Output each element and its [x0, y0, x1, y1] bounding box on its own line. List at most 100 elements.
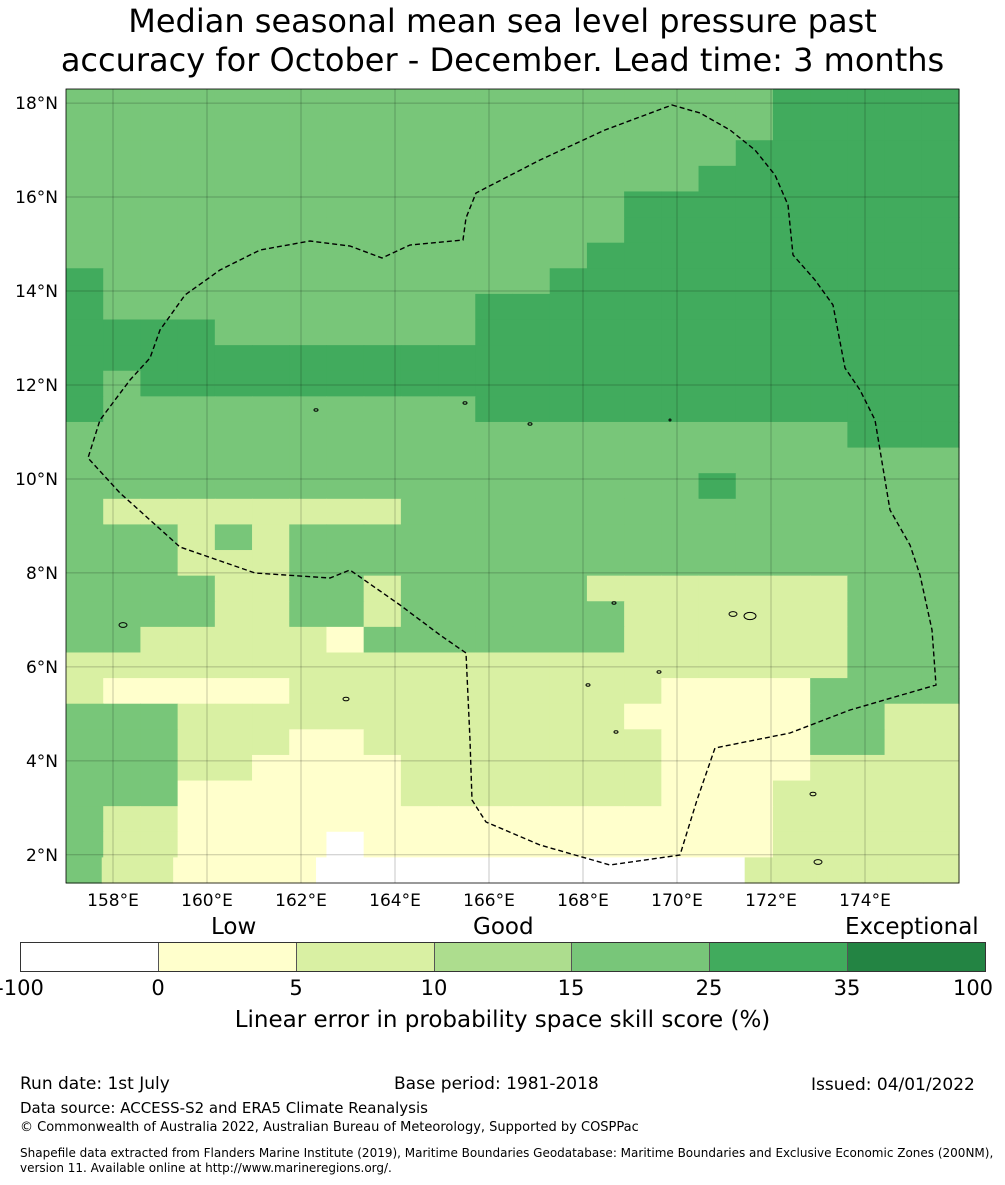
skill-cell: [252, 601, 290, 628]
skill-cell: [214, 780, 253, 807]
skill-cell: [177, 780, 216, 807]
skill-cell: [177, 319, 216, 346]
skill-cell: [847, 447, 886, 474]
skill-cell: [475, 89, 514, 116]
skill-cell: [326, 831, 365, 858]
skill-cell: [586, 703, 625, 730]
skill-cell: [586, 114, 625, 141]
skill-cell: [921, 831, 960, 858]
skill-cell: [847, 626, 886, 654]
skill-cell: [400, 396, 439, 423]
skill-cell: [103, 601, 142, 628]
skill-cell: [512, 498, 551, 526]
colorbar-label: Linear error in probability space skill …: [234, 1007, 771, 1033]
skill-cell: [214, 242, 253, 269]
skill-cell: [252, 806, 290, 833]
skill-cell: [438, 191, 476, 218]
skill-cell: [586, 140, 625, 167]
map-title: Median seasonal mean sea level pressure …: [0, 2, 1005, 80]
skill-cell: [140, 421, 179, 449]
legend-category-good: Good: [473, 914, 534, 940]
skill-cell: [400, 191, 439, 218]
skill-cell: [772, 140, 811, 167]
skill-cell: [363, 421, 402, 449]
skill-cell: [214, 678, 253, 705]
skill-cell: [400, 319, 439, 346]
skill-cell: [735, 165, 774, 193]
skill-cell: [661, 421, 700, 449]
skill-cell: [637, 857, 674, 884]
skill-cell: [66, 140, 104, 167]
skill-cell: [173, 857, 210, 884]
skill-cell: [475, 678, 514, 705]
skill-cell: [810, 550, 848, 577]
skill-cell: [772, 396, 811, 423]
skill-cell: [772, 729, 811, 756]
skill-cell: [698, 293, 737, 321]
colorbar-segment: [158, 943, 297, 971]
skill-cell: [400, 293, 439, 321]
skill-cell: [252, 268, 290, 295]
colorbar-segment: [572, 943, 711, 971]
skill-cell: [363, 165, 402, 193]
skill-cell: [735, 550, 774, 577]
skill-cell: [140, 345, 179, 372]
skill-cell: [289, 831, 328, 858]
skill-cell: [586, 831, 625, 858]
island-outline: [613, 730, 619, 734]
skill-cell: [214, 191, 253, 218]
skill-cell: [400, 421, 439, 449]
skill-cell: [363, 447, 402, 474]
skill-cell: [810, 678, 848, 705]
skill-cell: [140, 575, 179, 602]
skill-cell: [735, 473, 774, 500]
skill-cell: [772, 89, 811, 116]
skill-cell: [177, 114, 216, 141]
skill-cell: [326, 575, 365, 602]
skill-cell: [103, 217, 142, 244]
skill-cell: [744, 857, 781, 884]
skill-cell: [661, 678, 700, 705]
skill-cell: [586, 89, 625, 116]
skill-cell: [475, 780, 514, 807]
skill-cell: [438, 754, 476, 782]
island-outlines: [118, 401, 823, 865]
skill-cell: [549, 729, 588, 756]
skill-cell: [140, 191, 179, 218]
skill-cell: [549, 754, 588, 782]
skill-cell: [624, 191, 662, 218]
skill-cell: [289, 754, 328, 782]
skill-cell: [252, 831, 290, 858]
skill-cell: [512, 421, 551, 449]
skill-cell: [549, 421, 588, 449]
skill-cell: [101, 857, 139, 884]
skill-cell: [772, 498, 811, 526]
skill-cell: [252, 165, 290, 193]
colorbar-segment: [848, 943, 986, 971]
skill-cell: [624, 652, 662, 679]
colorbar-segment: [296, 943, 435, 971]
skill-cell: [884, 473, 923, 500]
skill-cell: [103, 268, 142, 295]
skill-cell: [103, 626, 142, 654]
skill-cell: [512, 242, 551, 269]
skill-cell: [103, 678, 142, 705]
skill-cell: [586, 370, 625, 397]
skill-cell: [289, 140, 328, 167]
skill-cell: [140, 729, 179, 756]
skill-cell: [103, 319, 142, 346]
colorbar-tick: 100: [952, 976, 994, 1000]
skill-cell: [772, 575, 811, 602]
skill-cell: [810, 447, 848, 474]
skill-cell: [438, 524, 476, 551]
skill-cell: [363, 550, 402, 577]
skill-cell: [549, 268, 588, 295]
skill-cell: [140, 396, 179, 423]
skill-cell: [884, 242, 923, 269]
skill-cell: [661, 89, 700, 116]
skill-cell: [400, 575, 439, 602]
skill-cell: [103, 396, 142, 423]
skill-cell: [735, 345, 774, 372]
skill-cell: [438, 396, 476, 423]
longitude-tick-label: 166°E: [463, 891, 515, 910]
